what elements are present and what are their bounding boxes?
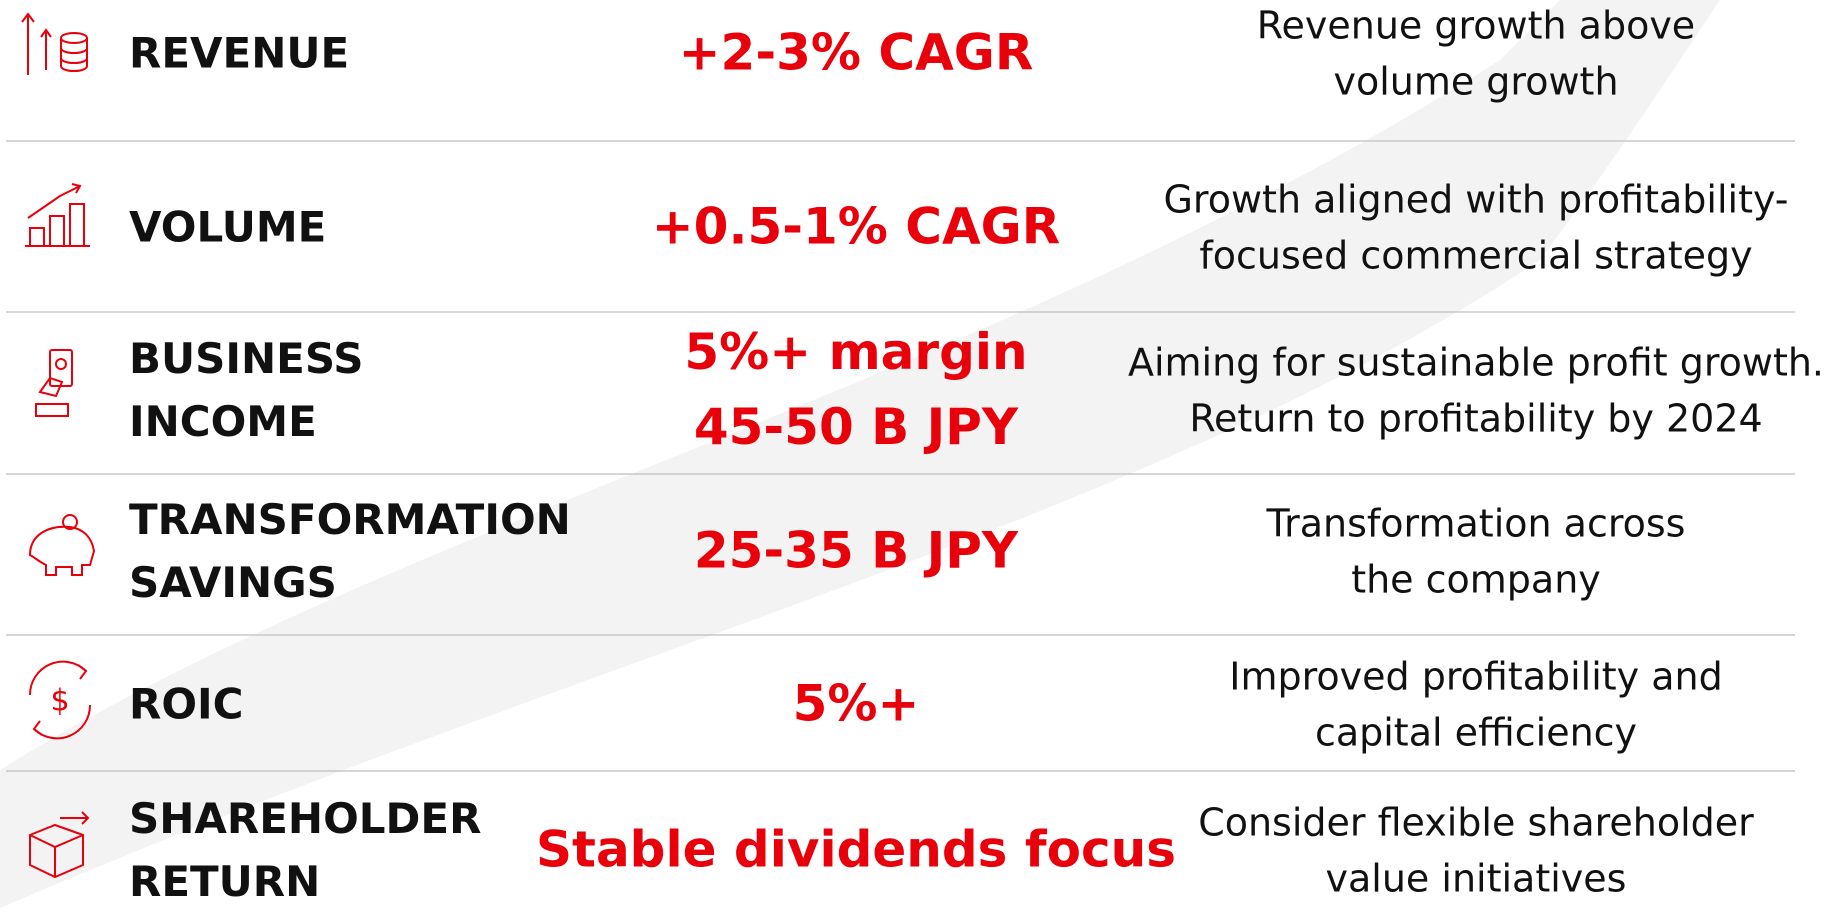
label: SHAREHOLDER	[129, 794, 481, 843]
rows: REVENUE +2-3% CAGR Revenue growth above vol…	[129, 4, 1824, 907]
dividers	[6, 140, 1795, 772]
label: ROIC	[129, 680, 244, 729]
description: Aiming for sustainable profit growth.	[1128, 341, 1824, 385]
dollar-sign: $	[50, 684, 69, 719]
description: Transformation across	[1266, 502, 1686, 546]
description: volume growth	[1333, 60, 1618, 104]
description: Revenue growth above	[1257, 4, 1695, 48]
revenue-icon	[21, 12, 88, 75]
description: Growth aligned with profitability-	[1163, 178, 1788, 222]
description: value initiatives	[1326, 857, 1627, 901]
label: REVENUE	[129, 29, 349, 78]
description: Return to profitability by 2024	[1189, 397, 1762, 441]
description: Consider flexible shareholder	[1198, 801, 1754, 845]
target: +0.5-1% CAGR	[652, 198, 1060, 256]
return-icon	[29, 811, 90, 879]
savings-icon	[28, 514, 96, 576]
description: focused commercial strategy	[1199, 234, 1752, 278]
label: TRANSFORMATION	[129, 495, 571, 544]
target: 5%+	[793, 675, 920, 733]
target: 5%+ margin	[684, 323, 1027, 381]
icons: $	[21, 12, 96, 879]
description: Improved profitability and	[1229, 655, 1722, 699]
description: capital efficiency	[1315, 711, 1637, 755]
background-arrow	[0, 0, 1720, 908]
label: BUSINESS	[129, 334, 363, 383]
roic-icon: $	[28, 660, 92, 740]
label: SAVINGS	[129, 558, 337, 607]
income-icon	[35, 349, 73, 417]
target: 25-35 B JPY	[694, 522, 1019, 580]
target: 45-50 B JPY	[694, 398, 1019, 456]
label: VOLUME	[129, 203, 326, 252]
volume-icon	[25, 183, 90, 247]
label: INCOME	[129, 397, 317, 446]
label: RETURN	[129, 857, 320, 906]
description: the company	[1351, 558, 1601, 602]
target: Stable dividends focus	[536, 821, 1176, 879]
target: +2-3% CAGR	[679, 24, 1034, 82]
